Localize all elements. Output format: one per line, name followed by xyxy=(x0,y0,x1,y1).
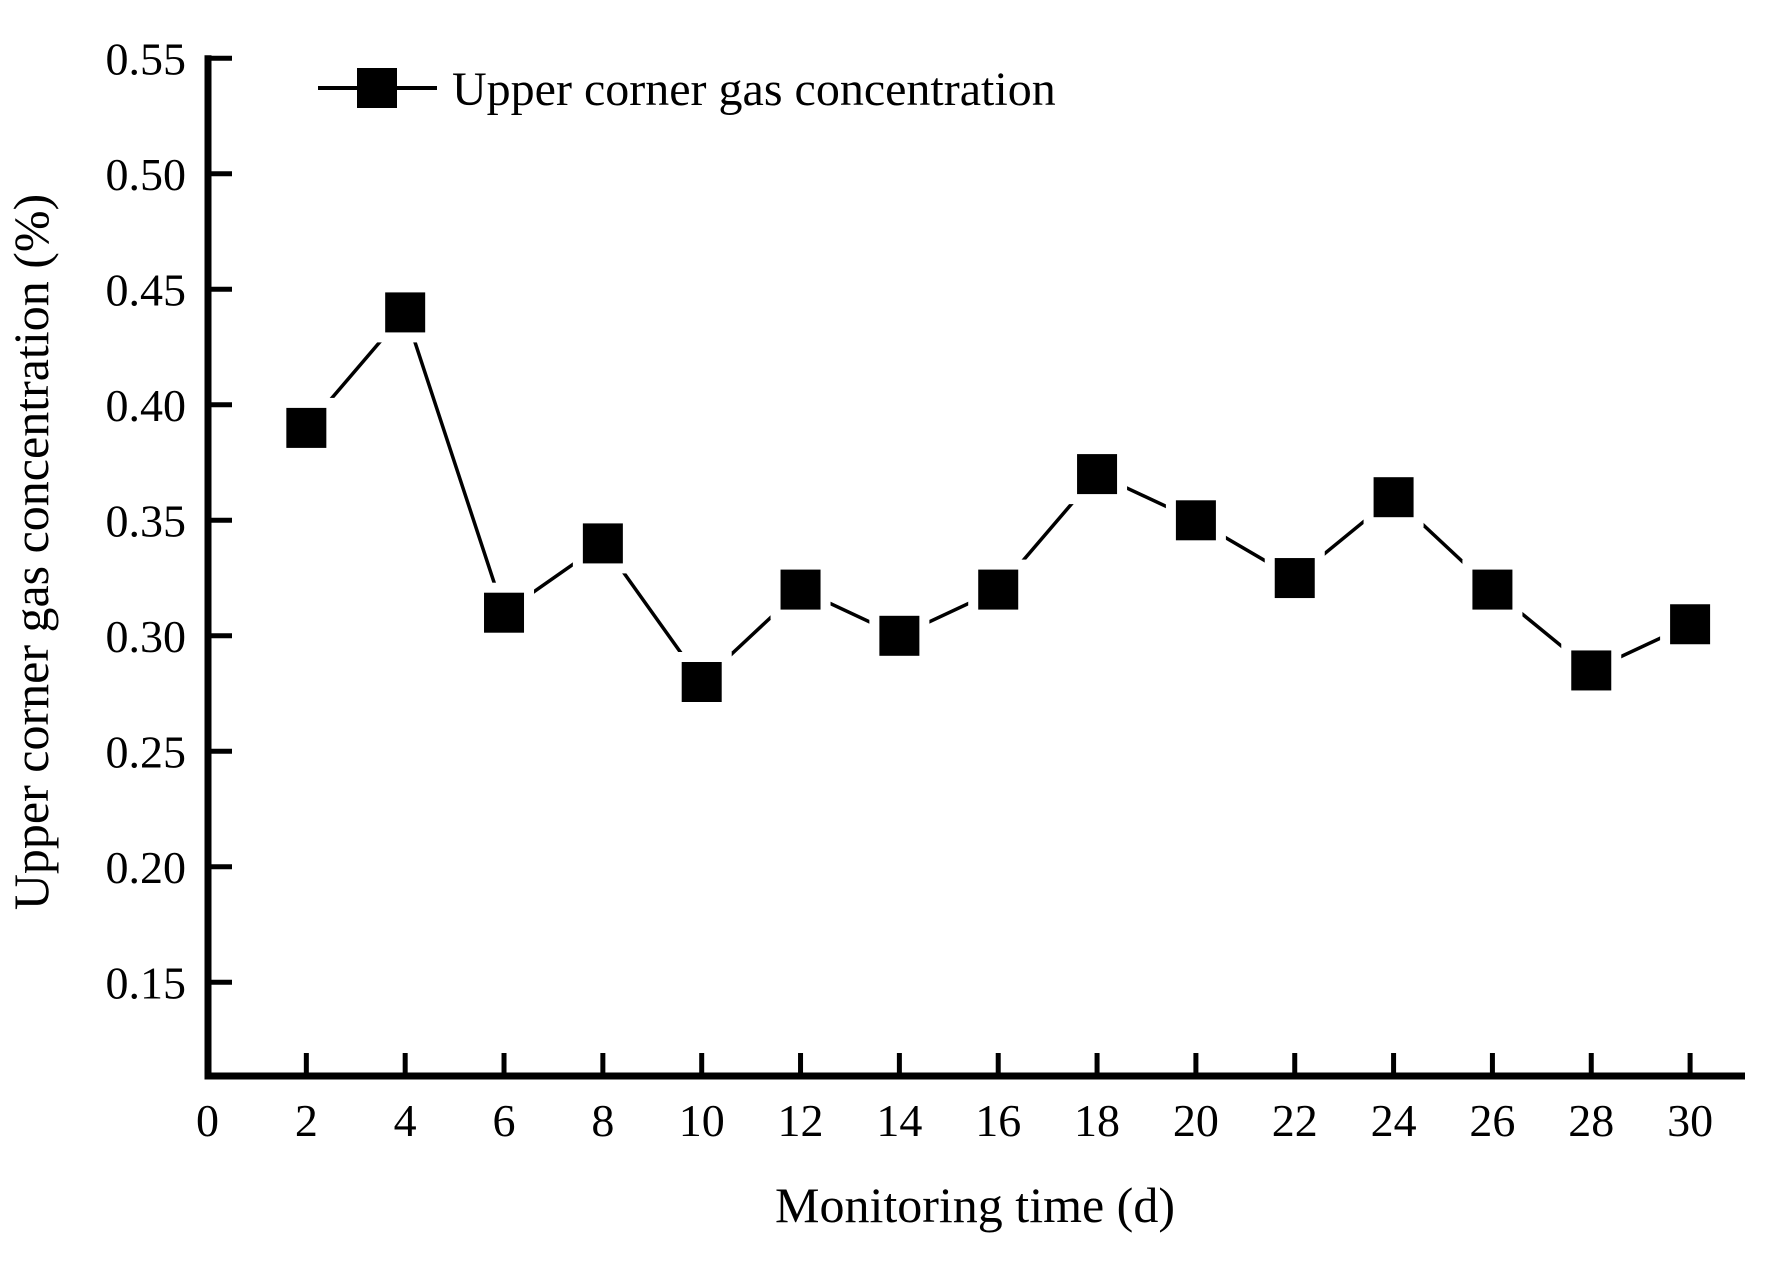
series-layer xyxy=(276,282,1721,712)
x-tick-label: 16 xyxy=(975,1095,1021,1146)
legend: Upper corner gas concentration xyxy=(318,63,1056,116)
y-tick-label: 0.50 xyxy=(106,149,187,200)
data-point-marker xyxy=(286,407,327,448)
data-point-marker xyxy=(780,569,821,610)
y-tick-label: 0.25 xyxy=(106,726,187,777)
y-tick-label: 0.20 xyxy=(106,842,187,893)
data-point-marker xyxy=(879,615,920,656)
x-axis-title: Monitoring time (d) xyxy=(775,1177,1175,1233)
y-tick-label: 0.45 xyxy=(106,264,187,315)
x-tick-label: 30 xyxy=(1667,1095,1713,1146)
x-tick-label: 12 xyxy=(778,1095,824,1146)
data-point-marker xyxy=(582,523,623,564)
x-tick-label: 10 xyxy=(679,1095,725,1146)
data-point-marker xyxy=(1472,569,1513,610)
data-point-marker xyxy=(978,569,1019,610)
data-point-marker xyxy=(1274,558,1315,599)
y-tick-label: 0.55 xyxy=(106,33,187,84)
data-point-marker xyxy=(681,662,722,702)
y-tick-label: 0.15 xyxy=(106,957,187,1008)
x-tick-label: 6 xyxy=(493,1095,516,1146)
x-tick-label: 26 xyxy=(1469,1095,1515,1146)
x-tick-label: 24 xyxy=(1371,1095,1417,1146)
x-tick-label: 2 xyxy=(295,1095,318,1146)
y-axis-title: Upper corner gas concentration (%) xyxy=(3,194,59,910)
axes-layer: 0.550.500.450.400.350.300.250.200.150 2 4 6… xyxy=(106,33,1745,1146)
x-tick-label: 20 xyxy=(1173,1095,1219,1146)
data-point-marker xyxy=(1373,477,1414,518)
data-point-marker xyxy=(1077,454,1118,495)
x-tick-label: 0 xyxy=(196,1095,219,1146)
x-tick-label: 14 xyxy=(876,1095,922,1146)
y-tick-label: 0.30 xyxy=(106,611,187,662)
y-tick-label: 0.35 xyxy=(106,495,187,546)
legend-label: Upper corner gas concentration xyxy=(452,63,1056,116)
data-point-marker xyxy=(385,292,426,333)
data-point-marker xyxy=(1670,604,1711,645)
data-point-marker xyxy=(1175,500,1216,541)
x-tick-label: 28 xyxy=(1568,1095,1614,1146)
x-tick-label: 18 xyxy=(1074,1095,1120,1146)
x-tick-label: 4 xyxy=(394,1095,417,1146)
data-point-marker xyxy=(484,592,525,633)
data-point-marker xyxy=(1571,650,1612,691)
y-tick-label: 0.40 xyxy=(106,380,187,431)
x-tick-label: 8 xyxy=(591,1095,614,1146)
x-tick-label: 22 xyxy=(1272,1095,1318,1146)
legend-marker-square xyxy=(357,68,397,108)
